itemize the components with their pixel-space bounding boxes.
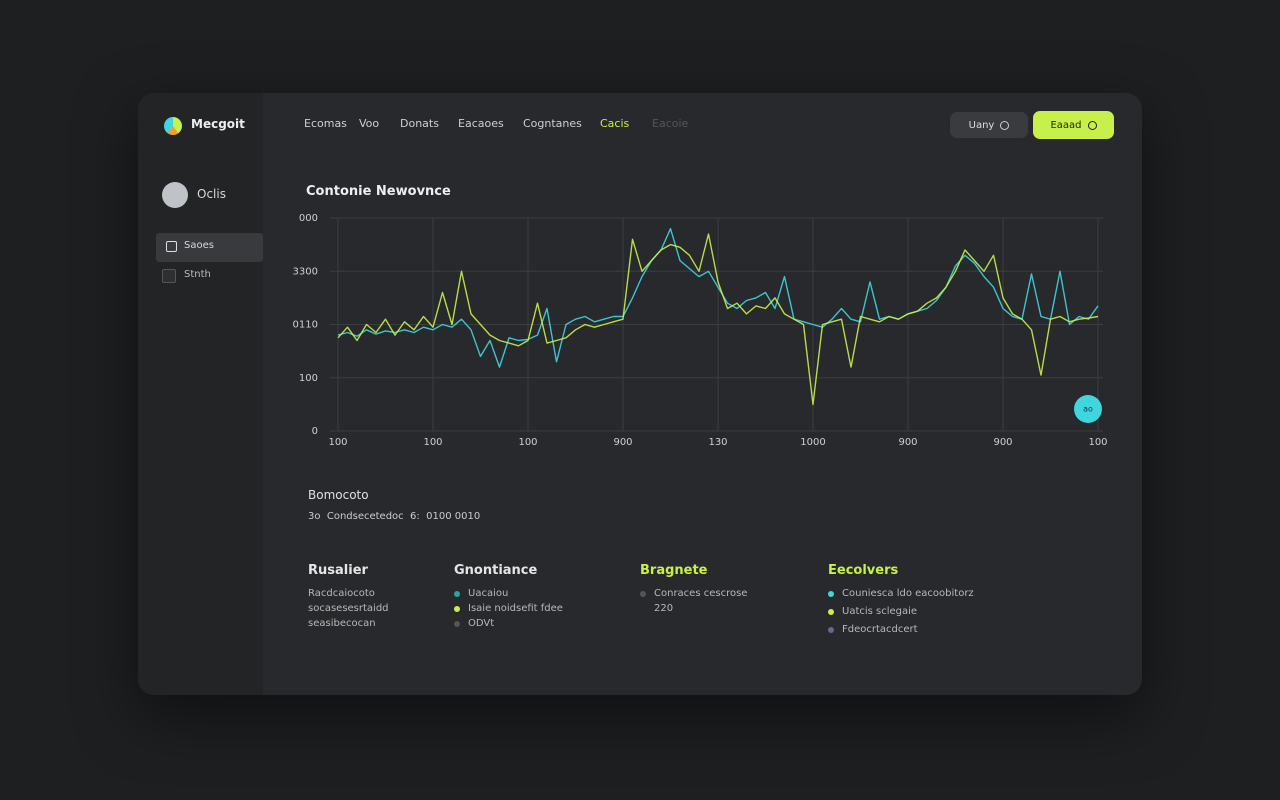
summary-title: Bomocoto xyxy=(308,488,369,502)
column-item: Isaie noidsefit fdee xyxy=(454,603,563,614)
column-item: seasibecocan xyxy=(308,618,376,629)
bullet xyxy=(454,605,460,612)
column-item: Conraces cescrose xyxy=(640,588,747,599)
bullet xyxy=(828,590,834,597)
avatar xyxy=(162,182,188,208)
column-item: Uacaiou xyxy=(454,588,508,599)
logo[interactable]: Mecgoit xyxy=(191,117,245,131)
nav-item[interactable]: Cacis xyxy=(600,117,630,130)
label: Uacaiou xyxy=(468,588,509,599)
y-tick-label: 0 xyxy=(312,426,318,437)
y-tick-label: 000 xyxy=(299,213,318,224)
search-button[interactable]: Uany xyxy=(950,112,1028,138)
column-title: Eecolvers xyxy=(828,563,899,578)
column-item: Uatcis sclegaie xyxy=(828,606,917,617)
x-tick-label: 100 xyxy=(423,437,442,448)
nav-item[interactable]: Donats xyxy=(400,117,439,130)
badge[interactable] xyxy=(1074,395,1102,423)
nav-item[interactable]: Eacoie xyxy=(652,117,689,130)
label: Uany xyxy=(968,119,995,131)
nav-item[interactable]: Voo xyxy=(359,117,380,130)
user-name: Oclis xyxy=(197,187,226,201)
label: Couniesca ldo eacoobitorz xyxy=(842,588,974,599)
icon xyxy=(1000,120,1010,130)
column-item: Racdcaiocoto xyxy=(308,588,375,599)
column-item: Couniesca ldo eacoobitorz xyxy=(828,588,974,599)
icon xyxy=(1087,120,1097,130)
label: Racdcaiocoto xyxy=(308,588,375,599)
logo-icon xyxy=(164,117,182,135)
column-item: ODVt xyxy=(454,618,494,629)
label: Eaaad xyxy=(1050,119,1082,131)
chart-title: Contonie Newovnce xyxy=(306,184,451,199)
label: ODVt xyxy=(468,618,495,629)
x-tick-label: 1000 xyxy=(800,437,825,448)
series-line xyxy=(337,233,1099,406)
x-tick-label: 900 xyxy=(613,437,632,448)
label: seasibecocan xyxy=(308,618,376,629)
nav-item[interactable]: Cogntanes xyxy=(523,117,582,130)
x-tick-label: 100 xyxy=(1088,437,1107,448)
summary-text: 3o Condsecetedoc 6: 0100 0010 xyxy=(308,511,481,522)
sidebar: Oclis Saoes Stnth xyxy=(138,93,263,695)
label: Uatcis sclegaie xyxy=(842,606,918,617)
bullet xyxy=(828,608,834,615)
bullet xyxy=(454,590,460,597)
y-tick-label: 100 xyxy=(299,373,318,384)
bullet xyxy=(640,590,646,597)
nav-item[interactable]: Eacaoes xyxy=(458,117,504,130)
x-tick-label: 100 xyxy=(328,437,347,448)
label: 220 xyxy=(654,603,674,614)
label: Conraces cescrose xyxy=(654,588,748,599)
column-item: Fdeocrtacdcert xyxy=(828,624,918,635)
x-tick-label: 100 xyxy=(518,437,537,448)
series-line xyxy=(337,228,1099,368)
column-title: Gnontiance xyxy=(454,563,538,578)
column-item: 220 xyxy=(640,603,673,614)
x-tick-label: 130 xyxy=(708,437,727,448)
bullet xyxy=(454,620,460,627)
column-item: socasesesrtaidd xyxy=(308,603,389,614)
column-title: Rusalier xyxy=(308,563,368,578)
label: Isaie noidsefit fdee xyxy=(468,603,563,614)
sidebar-item[interactable]: Saoes xyxy=(184,240,214,251)
app-window: Oclis Saoes Stnth Mecgoit Uany Eaaad Con… xyxy=(138,93,1142,695)
column-title: Bragnete xyxy=(640,563,708,578)
sidebar-item-active[interactable] xyxy=(156,233,263,262)
y-tick-label: 0110 xyxy=(293,320,318,331)
badge-label[interactable]: ao xyxy=(1083,405,1093,414)
nav-item[interactable]: Ecomas xyxy=(304,117,347,130)
x-tick-label: 900 xyxy=(898,437,917,448)
y-tick-label: 3300 xyxy=(293,266,318,277)
sidebar-item[interactable]: Stnth xyxy=(184,269,211,280)
bullet xyxy=(828,626,834,633)
x-tick-label: 900 xyxy=(993,437,1012,448)
label: socasesesrtaidd xyxy=(308,603,389,614)
icon xyxy=(162,269,176,283)
icon xyxy=(166,241,177,252)
primary-button[interactable]: Eaaad xyxy=(1033,111,1114,139)
label: Fdeocrtacdcert xyxy=(842,624,918,635)
